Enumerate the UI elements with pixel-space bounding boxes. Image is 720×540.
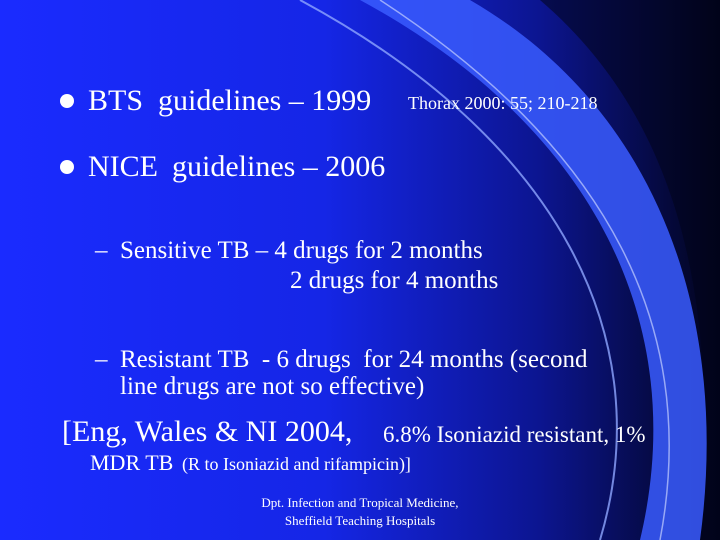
sub-bullet-dash: – [95,346,108,373]
note-text: MDR TB [90,450,174,475]
bullet-dot [60,94,74,108]
curve-blue-band [360,0,707,540]
note-text: 6.8% Isoniazid resistant, 1% [383,422,646,447]
note-text: (R to Isoniazid and rifampicin)] [182,454,411,474]
sub-bullet-line: Sensitive TB – 4 drugs for 2 months [120,237,483,264]
sub-bullet-line: 2 drugs for 4 months [290,267,499,294]
bullet-term: NICE [88,150,158,183]
footer-line: Dpt. Infection and Tropical Medicine, [261,495,459,510]
note-text: [Eng, Wales & NI 2004, [62,415,353,448]
sub-bullet-dash: – [95,237,108,264]
curve-line-2 [379,0,670,540]
curve-line-1 [299,0,618,540]
footer: Dpt. Infection and Tropical Medicine, Sh… [200,494,520,529]
sub-bullet-line: line drugs are not so effective) [120,373,425,400]
sub-bullet-line: Resistant TB - 6 drugs for 24 months (se… [120,346,588,373]
bullet-term: BTS [88,84,144,117]
footer-line: Sheffield Teaching Hospitals [284,512,436,528]
bullet-text: guidelines – 1999 [158,84,372,117]
bullet-dot [60,160,74,174]
reference-text: Thorax 2000: 55; 210-218 [408,93,598,113]
curve-right-fill [540,0,720,540]
bullet-text: guidelines – 2006 [172,150,386,183]
